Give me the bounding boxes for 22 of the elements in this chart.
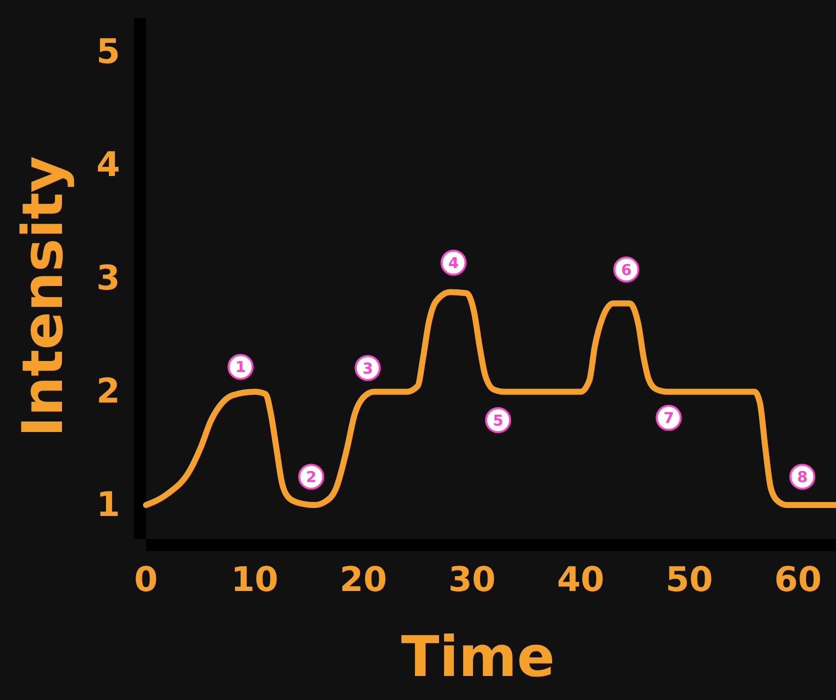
y-tick-label: 5 bbox=[96, 32, 120, 72]
y-tick-label: 2 bbox=[96, 372, 120, 412]
y-axis-title: Intensity bbox=[11, 156, 76, 438]
annotation: 7 bbox=[663, 409, 674, 428]
x-tick-label: 0 bbox=[134, 560, 158, 600]
annotation: 6 bbox=[621, 260, 632, 279]
annotation: 2 bbox=[306, 468, 316, 486]
annotation: 8 bbox=[797, 468, 808, 486]
x-tick-label: 50 bbox=[666, 560, 713, 600]
annotation: 1 bbox=[235, 358, 246, 376]
y-tick-label: 3 bbox=[96, 258, 120, 298]
x-tick-label: 40 bbox=[556, 560, 604, 600]
y-tick-label: 1 bbox=[96, 484, 120, 525]
x-tick-label: 60 bbox=[774, 560, 822, 600]
x-tick-label: 10 bbox=[230, 560, 278, 600]
annotation: 4 bbox=[448, 254, 459, 272]
y-tick-label: 4 bbox=[96, 145, 120, 186]
x-axis-title: Time bbox=[401, 625, 555, 690]
annotation: 5 bbox=[492, 411, 504, 430]
x-tick-label: 20 bbox=[340, 560, 387, 600]
x-tick-label: 30 bbox=[448, 560, 496, 600]
annotation: 3 bbox=[362, 359, 373, 378]
